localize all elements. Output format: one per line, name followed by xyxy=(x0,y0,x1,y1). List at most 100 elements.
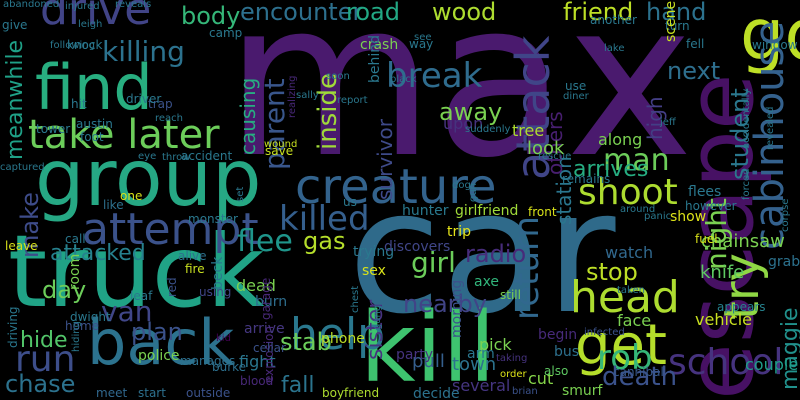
word-following: following xyxy=(50,40,95,51)
word-arrives: arrives xyxy=(573,157,649,182)
word-hand: hand xyxy=(646,0,707,26)
word-turn: turn xyxy=(665,19,690,33)
word-trap: trap xyxy=(148,97,173,111)
word-taking: taking xyxy=(496,353,528,364)
word-cellar: cellar xyxy=(253,341,286,355)
word-leaf: leaf xyxy=(130,289,153,303)
word-stop: stop xyxy=(586,258,638,286)
word-phone: phone xyxy=(321,331,365,347)
word-another: another xyxy=(590,13,637,27)
word-gun: gun xyxy=(468,182,479,202)
word-go: go xyxy=(740,0,800,76)
word-camp: camp xyxy=(209,26,243,40)
word-tree: tree xyxy=(512,121,545,140)
word-wound: wound xyxy=(264,139,298,150)
word-group: group xyxy=(35,134,262,224)
word-dead: dead xyxy=(236,276,276,295)
word-truck: truck xyxy=(8,213,265,330)
word-tower: tower xyxy=(36,122,71,136)
word-chest: chest xyxy=(350,285,361,313)
word-cut: cut xyxy=(528,369,554,388)
word-attacked: attacked xyxy=(50,241,146,266)
word-rescue: rescue xyxy=(538,151,572,162)
word-smurf: smurf xyxy=(562,383,603,399)
word-town: town xyxy=(452,354,497,375)
word-infected: infected xyxy=(584,327,625,338)
word-friend: friend xyxy=(563,0,634,26)
word-flees: flees xyxy=(688,184,722,200)
word-alive: alive xyxy=(178,249,207,263)
word-help: help xyxy=(290,309,386,360)
word-kid: kid xyxy=(216,333,231,344)
word-find: find xyxy=(35,51,153,124)
word-pull: pull xyxy=(412,351,445,372)
word-axe: axe xyxy=(474,274,500,290)
word-remains: remains xyxy=(562,172,611,186)
word-give: give xyxy=(2,18,28,32)
word-trip: trip xyxy=(447,224,472,240)
word-road: road xyxy=(346,0,400,26)
word-death: death xyxy=(602,362,678,392)
word-captured: captured xyxy=(0,162,45,173)
word-scene: scene xyxy=(663,0,679,42)
word-blood: blood xyxy=(240,374,274,388)
word-fight: fight xyxy=(239,352,276,371)
word-driving: driving xyxy=(6,306,20,348)
word-lake: lake xyxy=(604,43,625,54)
word-corpse: corpse xyxy=(780,198,791,232)
word-morning: morning xyxy=(449,279,465,338)
word-creature: creature xyxy=(295,159,497,215)
word-crash: crash xyxy=(360,37,399,53)
word-show: show xyxy=(670,209,707,225)
word-begin: begin xyxy=(538,327,578,343)
word-encounter: encounter xyxy=(240,0,363,26)
word-stab: stab xyxy=(280,328,332,356)
word-report: report xyxy=(337,95,368,106)
word-killed: killed xyxy=(279,199,370,239)
word-outside: outside xyxy=(186,386,231,400)
word-realizing: realizing xyxy=(287,75,298,118)
word-order: order xyxy=(500,369,527,380)
word-hiding: hiding xyxy=(71,321,82,352)
word-head: head xyxy=(570,272,680,323)
word-gang: gang xyxy=(372,304,383,330)
word-return: return xyxy=(507,216,547,320)
word-foot: foot xyxy=(80,130,104,144)
word-black: black xyxy=(390,74,417,85)
word-us: us xyxy=(343,195,357,209)
word-accidentally: accidentally xyxy=(741,88,752,149)
word-nearby: nearby xyxy=(403,290,487,318)
word-suddenly: suddenly xyxy=(465,124,511,135)
word-back: back xyxy=(87,306,235,379)
word-man: man xyxy=(603,143,670,178)
word-arrive: arrive xyxy=(244,321,285,337)
word-watch: watch xyxy=(605,243,654,262)
word-call: call xyxy=(65,232,86,246)
word-like: like xyxy=(103,198,124,212)
word-arm: arm xyxy=(467,346,495,362)
word-hunter: hunter xyxy=(402,203,449,219)
word-home: home xyxy=(65,319,100,333)
word-break: break xyxy=(386,56,483,96)
word-dwight: dwight xyxy=(70,310,111,324)
word-burn: burn xyxy=(255,294,288,310)
word-trying: trying xyxy=(353,244,395,260)
word-panic: panic xyxy=(644,211,672,222)
word-behind: behind xyxy=(367,34,383,83)
word-austin: austin xyxy=(76,117,113,131)
word-vehicle: vehicle xyxy=(695,310,752,329)
word-eye: eye xyxy=(138,151,157,162)
word-way: way xyxy=(409,37,434,51)
word-car: car xyxy=(348,154,616,352)
word-gas: gas xyxy=(303,227,346,255)
word-several: several xyxy=(452,376,511,395)
word-taken: taken xyxy=(617,285,645,296)
word-discovers: discovers xyxy=(384,239,451,255)
word-however: however xyxy=(685,199,737,213)
word-away: away xyxy=(439,98,503,126)
word-fuel: fuel xyxy=(695,232,718,246)
word-next: next xyxy=(667,57,721,85)
word-hide: hide xyxy=(20,328,68,353)
word-window: window xyxy=(752,38,798,52)
word-flee: flee xyxy=(237,224,293,259)
